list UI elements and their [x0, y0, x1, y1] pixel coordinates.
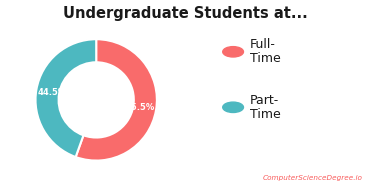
- Text: 55.5%: 55.5%: [125, 103, 154, 112]
- Text: Undergraduate Students at...: Undergraduate Students at...: [63, 6, 307, 21]
- Text: ComputerScienceDegree.io: ComputerScienceDegree.io: [263, 175, 363, 181]
- Text: Part-
Time: Part- Time: [250, 94, 280, 121]
- Wedge shape: [75, 39, 157, 161]
- Text: Full-
Time: Full- Time: [250, 38, 280, 65]
- Text: 44.5%: 44.5%: [38, 88, 67, 97]
- Wedge shape: [36, 39, 96, 157]
